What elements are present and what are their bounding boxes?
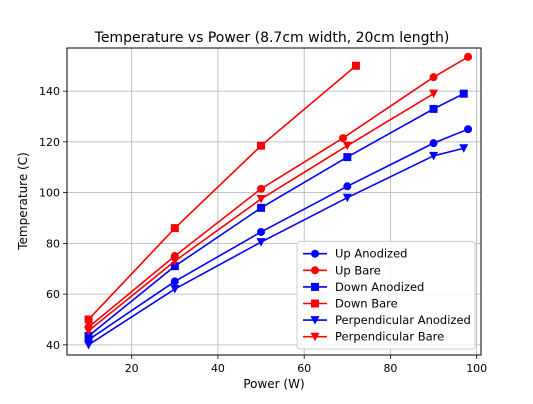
x-tick-label: 100 <box>466 362 487 375</box>
data-point <box>351 61 360 70</box>
legend: Up Anodized Up Bare Down Anodized Down Bare… <box>296 240 476 350</box>
data-point <box>170 277 179 286</box>
series-line <box>88 128 469 341</box>
legend-marker <box>311 249 319 258</box>
legend-label: Down Anodized <box>335 280 424 294</box>
x-tick-label: 40 <box>211 362 225 375</box>
data-point <box>429 151 439 161</box>
data-point <box>429 139 438 148</box>
legend-marker <box>310 332 320 342</box>
data-point <box>429 89 439 99</box>
series-line <box>88 92 465 337</box>
plot-series <box>84 52 473 350</box>
y-tick-label: 120 <box>39 136 60 149</box>
data-point <box>343 153 352 162</box>
chart-title: Temperature vs Power (8.7cm width, 20cm … <box>94 30 450 46</box>
grid <box>67 48 481 355</box>
data-point <box>257 227 266 236</box>
x-tick-label: 20 <box>125 362 139 375</box>
data-point <box>257 184 266 193</box>
data-point <box>464 52 473 61</box>
y-tick-label: 100 <box>39 187 60 200</box>
x-tick-label: 60 <box>297 362 311 375</box>
data-point <box>343 182 352 191</box>
legend-entry: Up Anodized <box>303 247 407 261</box>
legend-label: Down Bare <box>335 297 398 311</box>
legend-label: Perpendicular Bare <box>335 330 444 344</box>
legend-entry: Perpendicular Anodized <box>303 313 471 327</box>
data-point <box>429 73 438 82</box>
series-line <box>88 56 469 328</box>
data-point <box>257 141 266 150</box>
data-point <box>459 144 469 153</box>
data-point <box>256 238 266 247</box>
series-3 <box>84 89 468 340</box>
series-4 <box>84 61 360 324</box>
data-point <box>342 193 352 203</box>
legend-marker <box>311 299 319 308</box>
series-5 <box>84 144 469 350</box>
series-line <box>87 65 357 321</box>
y-tick-label: 60 <box>46 288 60 301</box>
legend-marker <box>311 266 319 275</box>
legend-marker <box>310 316 320 325</box>
data-point <box>170 285 180 294</box>
y-tick-label: 80 <box>46 237 60 250</box>
legend-label: Perpendicular Anodized <box>335 313 471 327</box>
legend-entry: Up Bare <box>303 263 381 277</box>
data-point <box>429 104 438 113</box>
series-6 <box>84 89 439 336</box>
legend-entry: Down Bare <box>303 297 398 311</box>
legend-label: Up Anodized <box>335 247 407 261</box>
data-point <box>256 194 266 204</box>
data-point <box>339 134 347 143</box>
y-axis-label: Temperature (C) <box>16 152 30 251</box>
data-point <box>170 257 180 266</box>
data-point <box>342 141 352 151</box>
legend-entry: Down Anodized <box>303 280 424 294</box>
data-point <box>84 340 94 350</box>
legend-marker <box>311 282 319 291</box>
data-point <box>257 203 266 212</box>
legend-label: Up Bare <box>335 263 381 277</box>
series-line <box>88 147 464 346</box>
data-point <box>170 224 179 233</box>
y-tick-label: 140 <box>39 85 60 98</box>
x-axis-label: Power (W) <box>243 377 304 391</box>
data-point <box>464 125 473 134</box>
plot-frame <box>66 47 482 356</box>
data-point <box>84 315 93 324</box>
data-point <box>459 89 468 98</box>
data-point <box>84 331 93 340</box>
legend-box <box>296 240 476 350</box>
legend-entry: Perpendicular Bare <box>303 330 444 344</box>
data-point <box>170 262 179 271</box>
data-point <box>84 326 94 336</box>
x-tick-label: 80 <box>383 362 397 375</box>
y-tick-label: 40 <box>46 339 60 352</box>
ticks: 20 40 60 80 100 40 60 80 100 120 140 <box>39 85 487 375</box>
